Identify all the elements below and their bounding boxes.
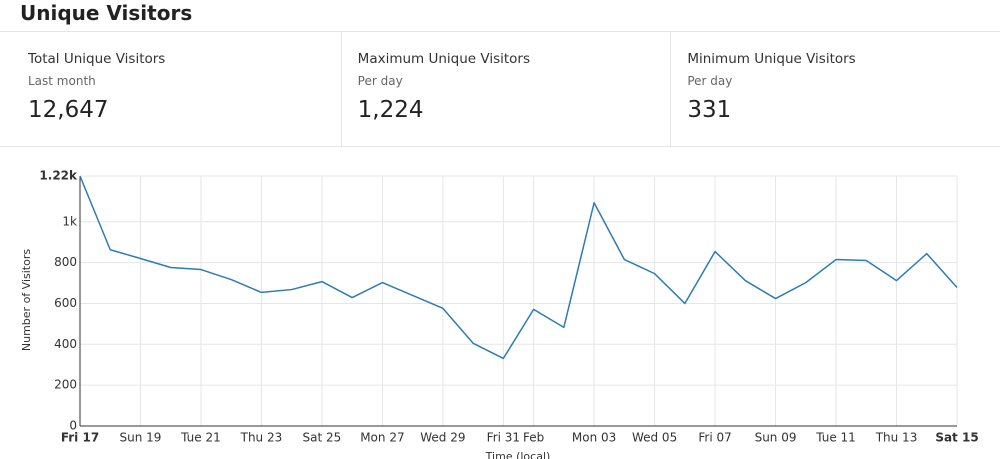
stat-value: 1,224	[357, 97, 424, 123]
x-axis-label: Time (local)	[485, 450, 551, 459]
x-tick-label: Sun 09	[755, 431, 797, 445]
x-tick-label: Mon 03	[572, 431, 616, 445]
stat-label: Minimum Unique Visitors	[687, 51, 856, 67]
y-tick-label: 0	[69, 419, 77, 433]
x-tick-label: Tue 11	[815, 431, 856, 445]
y-tick-label: 400	[54, 337, 77, 351]
y-axis-label: Number of Visitors	[20, 249, 33, 351]
y-tick-label: 800	[54, 255, 77, 269]
stat-value: 12,647	[28, 97, 109, 123]
x-tick-label: Sat 25	[303, 431, 342, 445]
stat-card: Minimum Unique Visitors Per day 331	[671, 32, 1000, 146]
x-tick-label: Sat 15	[935, 431, 978, 445]
y-tick-label: 1.22k	[39, 169, 78, 183]
x-tick-label: Thu 23	[240, 431, 283, 445]
stat-value: 331	[687, 97, 732, 123]
stat-sublabel: Per day	[357, 74, 403, 88]
stat-sublabel: Last month	[28, 74, 96, 88]
page-title: Unique Visitors	[20, 1, 193, 25]
x-tick-label: Wed 29	[420, 431, 465, 445]
stat-card: Maximum Unique Visitors Per day 1,224	[342, 32, 672, 146]
series-line	[79, 175, 958, 360]
stat-label: Maximum Unique Visitors	[357, 51, 531, 67]
x-tick-label: Fri 17	[61, 431, 99, 445]
y-tick-label: 1k	[62, 214, 77, 228]
x-tick-label: Fri 07	[698, 431, 731, 445]
stat-card: Total Unique Visitors Last month 12,647	[0, 32, 342, 146]
stat-label: Total Unique Visitors	[28, 51, 166, 67]
x-tick-label: Thu 13	[875, 431, 918, 445]
x-tick-label: Fri 31	[487, 431, 520, 445]
y-tick-label: 600	[54, 296, 77, 310]
x-tick-label: Tue 21	[180, 431, 221, 445]
x-tick-label: Sun 19	[120, 431, 162, 445]
stat-sublabel: Per day	[687, 74, 733, 88]
x-tick-label: Mon 27	[360, 431, 404, 445]
x-tick-label: Feb	[523, 431, 544, 445]
x-tick-label: Wed 05	[632, 431, 677, 445]
stats-row: Total Unique Visitors Last month 12,647 …	[0, 31, 1000, 147]
y-tick-label: 200	[54, 378, 77, 392]
